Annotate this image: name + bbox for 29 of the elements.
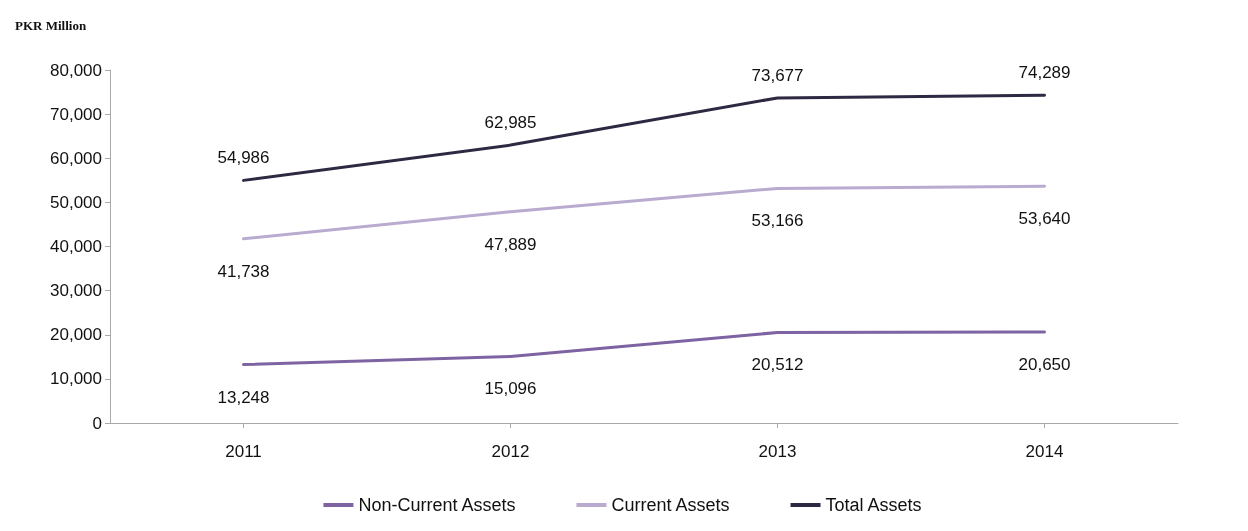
data-label: 53,166 [751,211,804,231]
data-label: 53,640 [1018,209,1071,229]
data-label: 20,512 [751,355,804,375]
y-tick-label: 70,000 [50,104,102,124]
y-tick-label: 60,000 [50,148,102,168]
y-axis-title: PKR Million [15,18,87,33]
data-label: 74,289 [1018,63,1071,83]
data-label: 13,248 [217,387,270,407]
legend-label: Total Assets [825,495,922,515]
x-tick-label: 2011 [225,442,262,461]
data-label: 20,650 [1018,354,1071,374]
y-tick-label: 20,000 [50,325,102,345]
legend-label: Current Assets [611,495,730,515]
y-tick-label: 50,000 [50,192,102,212]
y-tick-label: 80,000 [50,60,102,80]
x-tick-label: 2012 [491,442,530,461]
x-tick-label: 2014 [1025,442,1064,461]
y-tick-label: 0 [92,413,102,433]
data-label: 73,677 [751,65,804,85]
data-label: 41,738 [217,261,270,281]
legend-label: Non-Current Assets [358,495,516,515]
data-label: 54,986 [217,148,270,168]
y-tick-label: 10,000 [50,369,102,389]
data-label: 47,889 [484,234,537,254]
data-label: 62,985 [484,113,537,133]
y-tick-label: 40,000 [50,237,102,256]
data-label: 15,096 [484,379,537,399]
y-tick-label: 30,000 [50,281,102,301]
x-tick-label: 2013 [758,442,797,461]
